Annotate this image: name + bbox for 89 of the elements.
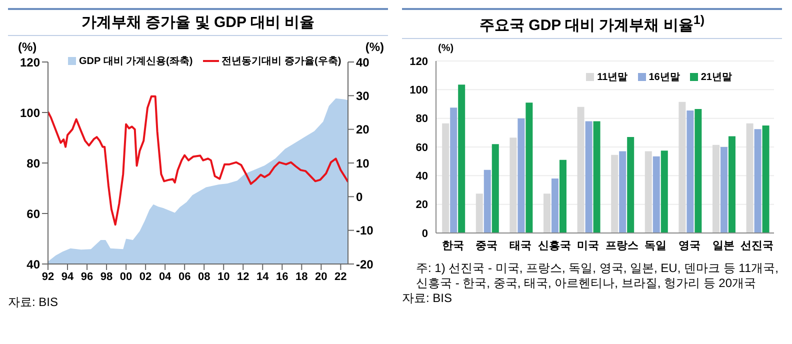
x-tick-label: 20 — [315, 270, 328, 283]
bar — [526, 102, 533, 233]
y-tick-label: 80 — [26, 156, 40, 170]
x-tick-label: 08 — [198, 270, 210, 283]
x-tick-label: 태국 — [510, 240, 532, 252]
x-tick-label: 96 — [80, 270, 94, 283]
x-tick-label: 한국 — [442, 240, 464, 252]
bar — [559, 160, 566, 233]
x-tick-label: 16 — [276, 270, 288, 283]
y-axis-title: (%) — [18, 40, 37, 54]
y2-tick-label: 20 — [356, 122, 370, 137]
y-axis-title: (%) — [437, 43, 455, 55]
line-series — [48, 95, 348, 226]
bar — [492, 144, 499, 233]
bar — [585, 121, 592, 233]
y2-tick-label: 10 — [356, 156, 370, 170]
bar — [754, 129, 762, 233]
y-tick-label: 100 — [410, 84, 428, 97]
y-tick-label: 100 — [20, 106, 40, 120]
bar — [551, 178, 558, 233]
y-tick-label: 40 — [26, 257, 40, 272]
bar — [484, 170, 491, 233]
y-tick-label: 120 — [20, 55, 40, 70]
text: 자료: BIS — [402, 291, 454, 306]
x-tick-label: 12 — [236, 270, 250, 283]
legend-label: 11년말 — [596, 71, 628, 84]
x-tick-label: 98 — [100, 270, 113, 283]
bar — [476, 194, 483, 233]
bar — [627, 136, 634, 233]
bar — [644, 151, 652, 233]
y2-tick-label: -20 — [356, 257, 374, 272]
bar — [678, 102, 686, 233]
bar — [593, 121, 600, 233]
x-tick-label: 신흥국 — [538, 240, 571, 252]
bar — [728, 136, 736, 233]
legend-label: GDP 대비 가계신용(좌축) — [78, 55, 193, 68]
x-tick-label: 14 — [256, 270, 270, 283]
x-tick-label: 미국 — [577, 240, 600, 252]
x-tick-label: 일본 — [712, 240, 734, 252]
y2-tick-label: -10 — [356, 224, 374, 238]
bar — [510, 138, 517, 233]
bar — [694, 109, 702, 233]
bar — [450, 108, 458, 233]
bar — [712, 144, 720, 233]
y-tick-label: 80 — [416, 113, 428, 126]
bar — [652, 156, 660, 233]
x-tick-label: 중국 — [476, 240, 498, 252]
y-tick-label: 120 — [410, 56, 428, 68]
x-tick-label: 92 — [42, 270, 54, 283]
y2-axis-title: (%) — [365, 40, 384, 54]
bar — [619, 151, 626, 233]
y-tick-label: 40 — [416, 170, 428, 183]
bar — [686, 110, 694, 233]
bar — [518, 118, 525, 233]
x-tick-label: 프랑스 — [605, 240, 638, 252]
bar — [746, 123, 754, 233]
bar — [611, 154, 618, 233]
x-tick-label: 18 — [296, 270, 308, 283]
bar — [543, 194, 550, 233]
bar — [660, 150, 668, 233]
x-tick-label: 10 — [217, 270, 230, 283]
x-tick-label: 선진국 — [740, 240, 774, 252]
bar — [577, 106, 584, 233]
x-tick-label: 영국 — [678, 240, 700, 252]
y-tick-label: 60 — [416, 142, 428, 154]
legend-label: 21년말 — [700, 71, 732, 84]
x-tick-label: 94 — [61, 270, 75, 283]
x-tick-label: 00 — [120, 270, 132, 283]
chart-title: 주요국 GDP 대비 가계부채 비율$^{1)}$ — [402, 8, 782, 39]
y2-tick-label: 0 — [356, 190, 363, 204]
x-tick-label: 04 — [158, 270, 172, 283]
bar — [442, 123, 450, 233]
text: 주: 1) 선진국 - 미국, 프랑스, 독일, 영국, 일본, EU, 덴마크 등 11개국, 신흥국 - 한국, 중국, 태국, 아르헨티나, 브라질, 헝가리 등 20개국 — [415, 261, 780, 291]
legend-label: 전년동기대비 증가율(우축) — [220, 55, 342, 68]
y2-tick-label: 30 — [356, 88, 370, 103]
x-tick-label: 독일 — [644, 240, 667, 252]
bar — [720, 147, 728, 233]
text: 자료: BIS — [8, 294, 60, 311]
legend-label: 16년말 — [648, 71, 680, 84]
x-tick-label: 22 — [334, 270, 347, 283]
y2-tick-label: 40 — [356, 55, 370, 70]
bar — [458, 84, 466, 233]
y-tick-label: 20 — [416, 199, 428, 212]
x-tick-label: 06 — [178, 270, 191, 283]
x-tick-label: 02 — [139, 270, 152, 283]
y-tick-label: 60 — [26, 206, 40, 221]
bar — [762, 126, 770, 233]
chart-title: 가계부채 증가율 및 GDP 대비 비율 — [8, 8, 388, 36]
y-tick-label: 0 — [422, 228, 428, 240]
